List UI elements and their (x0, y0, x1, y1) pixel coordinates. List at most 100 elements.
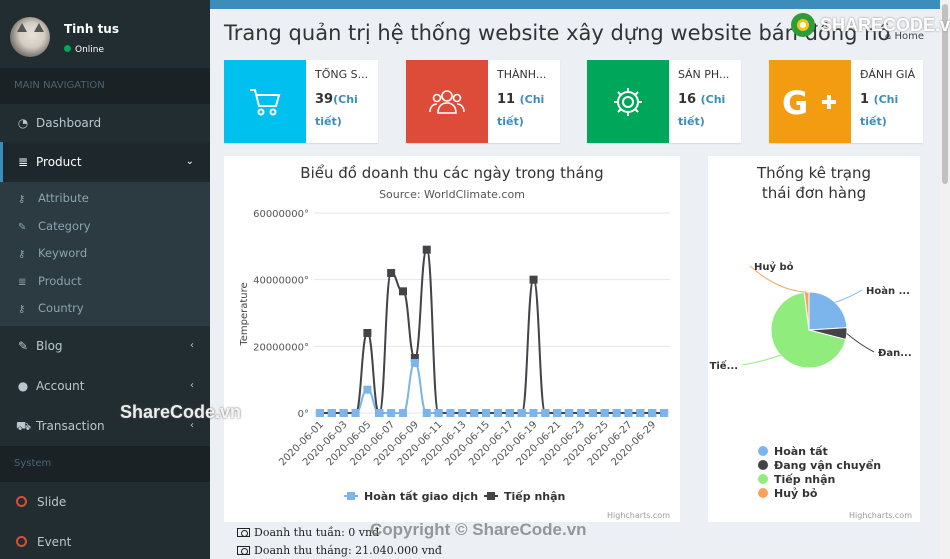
chart-credits[interactable]: Highcharts.com (607, 511, 670, 520)
pie-connector (741, 354, 781, 366)
data-point[interactable] (624, 409, 633, 417)
y-tick-label: 20000000° (253, 342, 309, 353)
data-point[interactable] (410, 359, 419, 367)
data-point[interactable] (541, 409, 550, 417)
subitem-product[interactable]: ≣ Product (0, 268, 210, 296)
legend-marker (758, 460, 768, 470)
details-link[interactable]: (Chi tiết) (860, 93, 899, 128)
online-dot-icon (64, 45, 71, 52)
infobox-icon-bg (587, 60, 669, 143)
pie-connector (749, 265, 807, 293)
database-icon: ≣ (17, 155, 29, 169)
subitem-country[interactable]: ⚷ Country (0, 295, 210, 323)
data-point[interactable] (553, 409, 562, 417)
details-link[interactable]: (Chi tiết) (678, 93, 726, 128)
legend-item-received[interactable]: Tiếp nhận (484, 490, 565, 503)
data-point[interactable] (351, 409, 360, 417)
y-tick-label: 40000000° (253, 276, 309, 287)
legend-item-completed[interactable]: Hoàn tất giao dịch (344, 490, 478, 503)
data-point[interactable] (387, 409, 396, 417)
sidebar-item-product[interactable]: ≣ Product ⌄ (0, 142, 210, 182)
sidebar-item-event[interactable]: Event (0, 522, 210, 559)
details-link[interactable]: (Chi tiết) (315, 93, 358, 128)
pie-slice[interactable] (808, 291, 848, 331)
money-icon (237, 528, 250, 537)
subitem-attribute[interactable]: ⚷ Attribute (0, 185, 210, 213)
data-point[interactable] (375, 409, 384, 417)
infobox-label: ĐÁNH GIÁ (860, 68, 916, 81)
infobox-orders: TỔNG S... 39(Chi tiết) (224, 60, 378, 143)
order-status-panel: Thống kê trạng thái đơn hàng Hoàn ... Đan… (708, 156, 920, 522)
home-icon: ⌂ (884, 31, 892, 42)
sidebar-item-blog[interactable]: ✎ Blog ‹ (0, 326, 210, 366)
sidebar-item-transaction[interactable]: ⛟ Transaction ‹ (0, 406, 210, 446)
data-point[interactable] (612, 409, 621, 417)
monthly-revenue: Doanh thu tháng: 21.040.000 vnđ (237, 544, 442, 557)
data-point[interactable] (399, 287, 407, 296)
svg-text:G: G (782, 85, 808, 119)
data-point[interactable] (588, 409, 597, 417)
sidebar-item-slide[interactable]: Slide (0, 482, 210, 522)
data-point[interactable] (434, 409, 443, 417)
user-status: Online (64, 45, 104, 55)
key-icon: ⚷ (18, 304, 26, 315)
subitem-category[interactable]: ✎ Category (0, 213, 210, 241)
data-point[interactable] (422, 409, 431, 417)
logo-icon (791, 13, 815, 37)
data-point[interactable] (363, 385, 372, 394)
subitem-keyword[interactable]: ⚷ Keyword (0, 240, 210, 268)
sidebar: Tinh tus Online MAIN NAVIGATION ◔ Dashboa… (0, 0, 210, 559)
data-point[interactable] (600, 409, 609, 417)
infobox-members: THÀNH... 11 (Chi tiết) (406, 60, 560, 143)
data-point[interactable] (458, 409, 467, 417)
details-link[interactable]: (Chi tiết) (497, 93, 545, 128)
data-point[interactable] (529, 409, 538, 417)
data-point[interactable] (399, 409, 407, 417)
data-point[interactable] (636, 409, 645, 417)
data-point[interactable] (648, 409, 657, 417)
circle-icon (16, 535, 27, 547)
data-point[interactable] (577, 409, 585, 417)
data-point[interactable] (339, 409, 348, 417)
pie-connector (834, 289, 863, 303)
data-point[interactable] (470, 409, 479, 417)
breadcrumb[interactable]: ⌂ Home (884, 31, 924, 42)
data-point[interactable] (387, 269, 396, 277)
scrollbar[interactable] (940, 0, 950, 559)
pie-legend-item[interactable]: Đang vận chuyển (774, 459, 881, 472)
sidebar-item-account[interactable]: ● Account ‹ (0, 366, 210, 406)
data-point[interactable] (327, 409, 336, 417)
data-point[interactable] (482, 409, 491, 417)
pie-legend-item[interactable]: Huỷ bỏ (774, 487, 818, 500)
data-point[interactable] (505, 409, 514, 417)
infobox-label: SẢN PH... (678, 68, 730, 81)
infobox-icon-bg (224, 60, 306, 143)
infobox-icon-bg (406, 60, 488, 143)
data-point[interactable] (363, 329, 372, 337)
data-point[interactable] (315, 409, 324, 417)
data-point[interactable] (493, 409, 502, 417)
avatar[interactable] (10, 17, 50, 57)
data-point[interactable] (565, 409, 574, 417)
data-point[interactable] (422, 245, 431, 254)
chevron-left-icon: ‹ (190, 339, 194, 351)
data-point[interactable] (517, 409, 526, 417)
legend-marker (758, 488, 768, 498)
edit-icon: ✎ (18, 221, 27, 233)
pie-legend-item[interactable]: Tiếp nhận (774, 473, 835, 486)
system-header: System (0, 445, 210, 482)
pie-title-line1: Thống kê trạng (756, 164, 871, 182)
chart-credits[interactable]: Highcharts.com (849, 511, 912, 520)
series-line[interactable] (319, 361, 665, 415)
data-point[interactable] (446, 409, 455, 417)
data-point[interactable] (410, 354, 419, 362)
data-point[interactable] (660, 409, 669, 417)
key-icon: ⚷ (18, 194, 26, 205)
scrollbar-thumb[interactable] (942, 4, 948, 184)
series-line[interactable] (319, 248, 665, 415)
pie-legend-item[interactable]: Hoàn tất (774, 445, 828, 458)
sidebar-item-dashboard[interactable]: ◔ Dashboard (0, 104, 210, 142)
cart-icon: ⛟ (16, 418, 32, 433)
pie-slice[interactable] (770, 291, 847, 369)
data-point[interactable] (529, 275, 538, 284)
